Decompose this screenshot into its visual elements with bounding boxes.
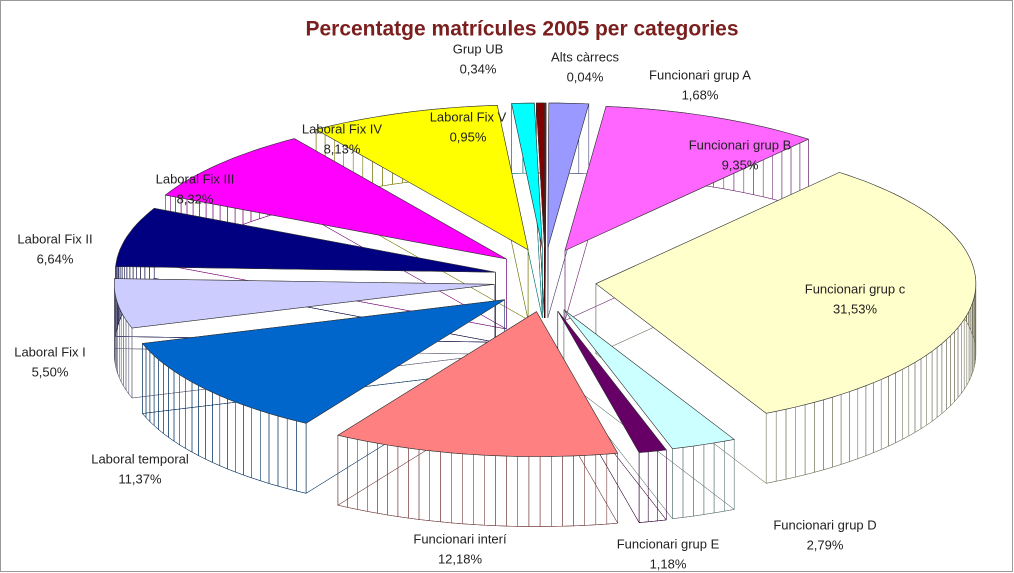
value-label: 5,50% bbox=[32, 364, 69, 379]
slice-label: Laboral temporal bbox=[91, 451, 189, 466]
value-label: 12,18% bbox=[438, 551, 483, 566]
value-label: 0,04% bbox=[567, 69, 604, 84]
value-label: 0,34% bbox=[460, 61, 497, 76]
slice bbox=[115, 207, 496, 273]
slice-label: Alts càrrecs bbox=[551, 49, 619, 64]
value-label: 31,53% bbox=[833, 301, 878, 316]
slice-label: Funcionari grup A bbox=[649, 67, 751, 82]
value-label: 8,13% bbox=[324, 141, 361, 156]
slice bbox=[114, 278, 495, 329]
slice-label: Laboral Fix V bbox=[430, 109, 507, 124]
slice-label: Laboral Fix II bbox=[17, 231, 92, 246]
value-label: 1,18% bbox=[650, 556, 687, 571]
slice bbox=[337, 311, 619, 457]
slice-label: Funcionari grup D bbox=[773, 517, 876, 532]
slice bbox=[535, 102, 545, 249]
value-label: 2,79% bbox=[807, 537, 844, 552]
value-label: 11,37% bbox=[118, 471, 162, 486]
slice bbox=[564, 106, 810, 252]
slice-label: Funcionari interí bbox=[413, 531, 507, 546]
slice bbox=[141, 299, 505, 424]
slice-label: Funcionari grup c bbox=[805, 281, 906, 296]
slice bbox=[164, 138, 507, 260]
slice-label: Laboral Fix III bbox=[156, 171, 235, 186]
slice bbox=[511, 102, 543, 249]
value-label: 1,68% bbox=[682, 87, 719, 102]
slice bbox=[547, 102, 590, 249]
slice-label: Laboral Fix I bbox=[14, 344, 86, 359]
slice-side bbox=[557, 310, 667, 524]
value-label: 0,95% bbox=[450, 129, 487, 144]
slice-label: Funcionari grup E bbox=[617, 536, 720, 551]
slice-label: Funcionari grup B bbox=[689, 137, 792, 152]
slice bbox=[595, 172, 977, 414]
slice-label: Grup UB bbox=[453, 41, 504, 56]
slice bbox=[557, 310, 667, 453]
slice bbox=[563, 309, 735, 450]
value-label: 8,32% bbox=[177, 191, 214, 206]
value-label: 6,64% bbox=[37, 251, 74, 266]
slice-label: Laboral Fix IV bbox=[302, 121, 383, 136]
slice bbox=[315, 104, 529, 251]
slice bbox=[544, 102, 547, 249]
value-label: 9,35% bbox=[722, 157, 759, 172]
chart-title: Percentatge matrícules 2005 per categori… bbox=[305, 18, 738, 41]
